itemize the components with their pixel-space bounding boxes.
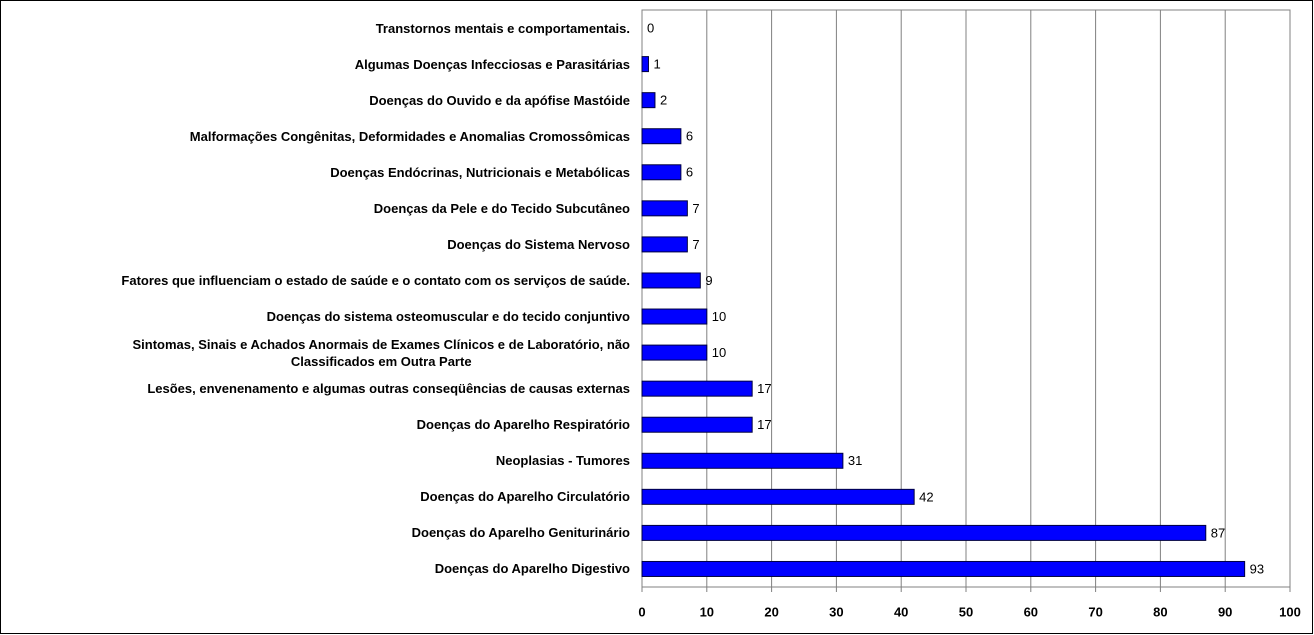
x-tick-label: 0: [638, 604, 645, 619]
value-label: 31: [848, 453, 862, 468]
bar: [641, 272, 701, 289]
bar: [641, 308, 708, 325]
bar: [641, 92, 656, 109]
bar: [641, 128, 682, 145]
y-tick-label-box: Doenças Endócrinas, Nutricionais e Metab…: [0, 154, 630, 190]
bar: [641, 524, 1207, 541]
y-tick-label-box: Doenças da Pele e do Tecido Subcutâneo: [0, 190, 630, 226]
value-label: 10: [712, 309, 726, 324]
x-tick-label: 100: [1279, 604, 1301, 619]
y-tick-label-box: Doenças do Aparelho Geniturinário: [0, 515, 630, 551]
value-label: 17: [757, 381, 771, 396]
bar: [641, 560, 1246, 577]
y-tick-label-box: Doenças do Aparelho Digestivo: [0, 551, 630, 587]
bar: [641, 344, 708, 361]
bar: [641, 488, 915, 505]
y-tick-label-box: Doenças do Aparelho Respiratório: [0, 407, 630, 443]
y-tick-label: Doenças do Ouvido e da apófise Mastóide: [369, 92, 630, 108]
y-tick-label-box: Transtornos mentais e comportamentais.: [0, 10, 630, 46]
y-tick-label: Doenças do Aparelho Respiratório: [416, 417, 630, 433]
y-tick-label: Doenças do Aparelho Digestivo: [434, 561, 630, 577]
y-tick-label: Fatores que influenciam o estado de saúd…: [121, 272, 630, 288]
value-label: 6: [686, 129, 693, 144]
y-tick-label-box: Malformações Congênitas, Deformidades e …: [0, 118, 630, 154]
bar: [641, 452, 844, 469]
value-label: 17: [757, 417, 771, 432]
y-tick-label-box: Doenças do sistema osteomuscular e do te…: [0, 299, 630, 335]
y-tick-label-box: Doenças do Aparelho Circulatório: [0, 479, 630, 515]
y-tick-label: Sintomas, Sinais e Achados Anormais de E…: [132, 336, 630, 369]
y-tick-label-box: Algumas Doenças Infecciosas e Parasitári…: [0, 46, 630, 82]
y-tick-label: Doenças da Pele e do Tecido Subcutâneo: [373, 200, 630, 216]
value-label: 87: [1211, 525, 1225, 540]
y-tick-label: Algumas Doenças Infecciosas e Parasitári…: [354, 56, 630, 72]
bar: [641, 164, 682, 181]
plot-border: [641, 9, 1291, 588]
x-tick-label: 30: [829, 604, 843, 619]
bar: [641, 200, 688, 217]
x-tick-label: 40: [894, 604, 908, 619]
value-label: 7: [692, 201, 699, 216]
value-label: 6: [686, 165, 693, 180]
x-tick-label: 90: [1218, 604, 1232, 619]
value-label: 1: [653, 57, 660, 72]
y-tick-label: Malformações Congênitas, Deformidades e …: [189, 128, 630, 144]
y-tick-label: Doenças do Aparelho Circulatório: [420, 489, 630, 505]
y-tick-label: Doenças do Sistema Nervoso: [447, 236, 630, 252]
bar: [641, 380, 753, 397]
y-tick-label: Doenças do sistema osteomuscular e do te…: [266, 309, 630, 325]
value-label: 42: [919, 489, 933, 504]
value-label: 7: [692, 237, 699, 252]
value-label: 2: [660, 93, 667, 108]
y-tick-label: Transtornos mentais e comportamentais.: [375, 20, 630, 36]
x-tick-label: 70: [1088, 604, 1102, 619]
x-tick-label: 10: [700, 604, 714, 619]
y-tick-label-box: Lesões, envenenamento e algumas outras c…: [0, 371, 630, 407]
y-tick-label-box: Doenças do Ouvido e da apófise Mastóide: [0, 82, 630, 118]
value-label: 9: [705, 273, 712, 288]
x-tick-label: 20: [764, 604, 778, 619]
bar: [641, 56, 649, 73]
value-label: 93: [1250, 561, 1264, 576]
value-label: 0: [647, 20, 654, 35]
y-tick-label-box: Neoplasias - Tumores: [0, 443, 630, 479]
y-tick-label-box: Fatores que influenciam o estado de saúd…: [0, 262, 630, 298]
x-tick-label: 50: [959, 604, 973, 619]
y-tick-label-box: Sintomas, Sinais e Achados Anormais de E…: [0, 335, 630, 371]
y-tick-label: Neoplasias - Tumores: [495, 453, 630, 469]
bar: [641, 416, 753, 433]
x-tick-label: 80: [1153, 604, 1167, 619]
y-tick-label: Doenças do Aparelho Geniturinário: [411, 525, 630, 541]
y-tick-label-box: Doenças do Sistema Nervoso: [0, 226, 630, 262]
y-tick-label: Doenças Endócrinas, Nutricionais e Metab…: [330, 164, 630, 180]
bar: [641, 236, 688, 253]
x-tick-label: 60: [1024, 604, 1038, 619]
value-label: 10: [712, 345, 726, 360]
y-tick-label: Lesões, envenenamento e algumas outras c…: [147, 381, 630, 397]
